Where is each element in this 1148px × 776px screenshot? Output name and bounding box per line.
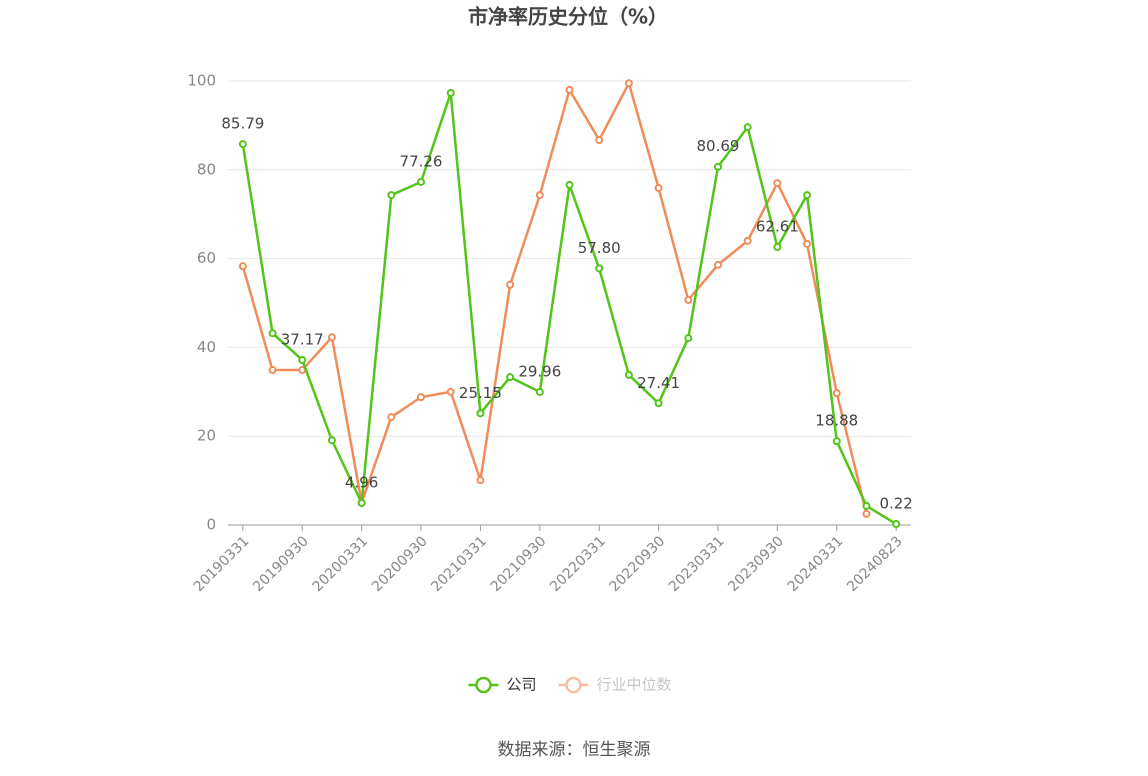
data-label: 0.22 bbox=[879, 495, 912, 513]
point bbox=[535, 191, 544, 200]
point bbox=[476, 409, 485, 418]
data-label: 29.96 bbox=[518, 362, 561, 380]
source: 数据来源：恒生聚源 bbox=[498, 740, 651, 760]
y-tick-label: 0 bbox=[206, 516, 216, 534]
x-tick-label: 20200331 bbox=[310, 533, 372, 595]
point bbox=[684, 334, 693, 343]
point bbox=[832, 389, 841, 398]
point bbox=[595, 264, 604, 273]
data-label: 62.61 bbox=[756, 218, 799, 236]
point bbox=[417, 393, 426, 402]
data-label: 80.69 bbox=[697, 137, 740, 155]
legend-marker bbox=[475, 676, 492, 694]
point bbox=[268, 329, 277, 338]
series-line bbox=[241, 92, 897, 526]
point bbox=[743, 236, 752, 245]
point bbox=[743, 123, 752, 132]
y-tick-label: 20 bbox=[197, 427, 216, 445]
data-label: 57.80 bbox=[578, 239, 621, 257]
x-tick-label: 20190930 bbox=[250, 533, 312, 595]
data-label: 27.41 bbox=[637, 374, 680, 392]
point bbox=[387, 413, 396, 422]
point bbox=[565, 85, 574, 94]
legend-label: 行业中位数 bbox=[597, 676, 672, 694]
point bbox=[446, 387, 455, 396]
chart-title: 市净率历史分位（%） bbox=[468, 5, 668, 29]
legend-label: 公司 bbox=[507, 676, 537, 694]
point bbox=[298, 355, 307, 364]
point bbox=[862, 509, 871, 518]
legend-marker bbox=[565, 676, 582, 694]
point bbox=[357, 498, 366, 507]
x-tick-label: 20220331 bbox=[547, 533, 609, 595]
x-tick-label: 20220930 bbox=[607, 533, 669, 595]
point bbox=[238, 262, 247, 271]
x-tick-label: 20210930 bbox=[488, 533, 550, 595]
y-tick-label: 60 bbox=[197, 249, 216, 267]
point bbox=[654, 399, 663, 408]
point bbox=[773, 179, 782, 188]
data-label: 85.79 bbox=[221, 115, 264, 133]
data-label: 77.26 bbox=[400, 152, 443, 170]
point bbox=[713, 260, 722, 269]
point bbox=[446, 88, 455, 97]
point bbox=[862, 501, 871, 510]
point bbox=[238, 140, 247, 149]
y-tick-label: 80 bbox=[197, 160, 216, 178]
point bbox=[327, 333, 336, 342]
y-tick-label: 100 bbox=[187, 72, 216, 90]
x-tick-label: 20230930 bbox=[725, 533, 787, 595]
point bbox=[327, 436, 336, 445]
point bbox=[654, 184, 663, 193]
point bbox=[892, 520, 901, 529]
data-label: 25.15 bbox=[459, 384, 502, 402]
data-label: 4.96 bbox=[345, 473, 378, 491]
point bbox=[476, 476, 485, 485]
point bbox=[803, 191, 812, 200]
y-tick-label: 40 bbox=[197, 338, 216, 356]
data-label: 37.17 bbox=[281, 330, 324, 348]
point bbox=[506, 373, 515, 382]
x-tick-label: 20210331 bbox=[428, 533, 490, 595]
point bbox=[624, 79, 633, 88]
x-tick-label: 20190331 bbox=[191, 533, 253, 595]
point bbox=[565, 180, 574, 189]
series-line bbox=[241, 79, 868, 515]
point bbox=[803, 239, 812, 248]
point bbox=[773, 243, 782, 252]
point bbox=[506, 280, 515, 289]
x-tick-label: 20240823 bbox=[844, 533, 906, 595]
data-label: 18.88 bbox=[815, 412, 858, 430]
x-tick-label: 20230331 bbox=[666, 533, 728, 595]
legend-item: 行业中位数 bbox=[558, 676, 672, 694]
point bbox=[387, 191, 396, 200]
point bbox=[624, 370, 633, 379]
point bbox=[268, 366, 277, 375]
x-tick-label: 20240331 bbox=[785, 533, 847, 595]
point bbox=[832, 437, 841, 446]
point bbox=[595, 136, 604, 145]
point bbox=[535, 387, 544, 396]
point bbox=[417, 177, 426, 186]
point bbox=[713, 162, 722, 171]
point bbox=[684, 295, 693, 304]
x-tick-label: 20200930 bbox=[369, 533, 431, 595]
legend-item: 公司 bbox=[468, 676, 537, 694]
